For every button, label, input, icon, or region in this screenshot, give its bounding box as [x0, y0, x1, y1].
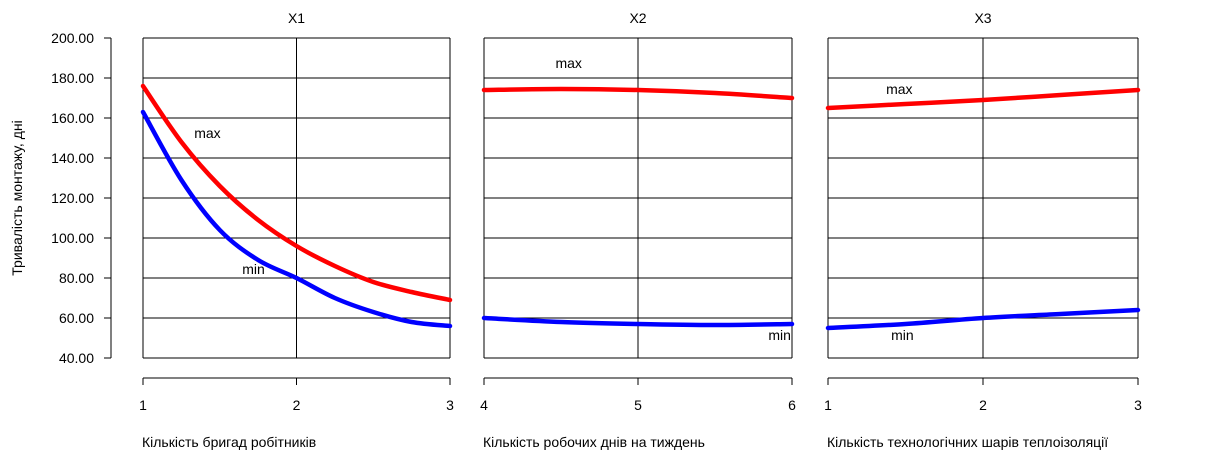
x-tick-label: 3 — [1134, 397, 1142, 413]
x-tick-label: 1 — [139, 397, 147, 413]
annotation-max: max — [886, 81, 912, 97]
panel-1: X1 max min 1 2 3 Кількість бригад робітників — [139, 10, 454, 450]
y-tick-label: 180.00 — [51, 70, 94, 86]
annotation-max: max — [194, 125, 220, 141]
y-axis-label: Тривалість монтажу, дні — [9, 120, 25, 275]
x-tick-label: 6 — [788, 397, 796, 413]
x-axis-label: Кількість бригад робітників — [142, 434, 316, 450]
series-line-max — [825, 87, 1141, 111]
x-tick-label: 3 — [446, 397, 454, 413]
panels: 40.00 60.00 80.00 100.00 120.00 140.00 160.00 1… — [51, 10, 1142, 450]
y-tick-label: 140.00 — [51, 150, 94, 166]
panel-title: X3 — [974, 10, 991, 26]
series-line-min — [481, 315, 795, 328]
annotation-max: max — [555, 55, 581, 71]
y-tick-label: 160.00 — [51, 110, 94, 126]
y-tick-label: 60.00 — [59, 310, 94, 326]
series-line-max — [481, 86, 795, 101]
x-axis-label: Кількість робочих днів на тиждень — [483, 434, 705, 450]
x-tick-label: 4 — [480, 397, 488, 413]
x-tick-label: 5 — [634, 397, 642, 413]
y-tick-label: 40.00 — [59, 350, 94, 366]
y-tick-label: 80.00 — [59, 270, 94, 286]
y-tick-label: 120.00 — [51, 190, 94, 206]
x-tick-label: 1 — [824, 397, 832, 413]
x-axis-label: Кількість технологічних шарів теплоізоля… — [827, 434, 1108, 450]
panel-3: X3 max min 1 2 3 Кількість технологічних шарів… — [824, 10, 1142, 450]
annotation-min: min — [891, 327, 914, 343]
annotation-min: min — [768, 327, 791, 343]
y-tick-label: 200.00 — [51, 30, 94, 46]
y-tick-label: 100.00 — [51, 230, 94, 246]
panel-title: X2 — [629, 10, 646, 26]
panel-2: X2 max min 4 5 6 Кількість робочих днів на тиж… — [480, 10, 796, 450]
panel-title: X1 — [288, 10, 305, 26]
series-line-min — [825, 307, 1141, 331]
series-line-min — [140, 109, 453, 329]
x-tick-label: 2 — [293, 397, 301, 413]
x-tick-label: 2 — [979, 397, 987, 413]
series-line-max — [140, 83, 453, 303]
annotation-min: min — [242, 261, 265, 277]
